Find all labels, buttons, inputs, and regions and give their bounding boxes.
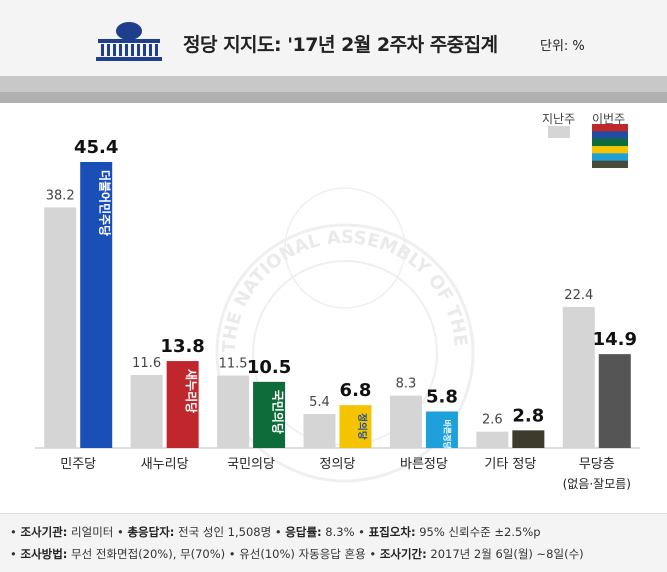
national-assembly-logo-icon <box>96 22 162 61</box>
legend-current-swatch-stripe <box>592 138 628 147</box>
value-label-previous: 11.5 <box>219 357 248 372</box>
footer-notes: • 조사기관: 리얼미터 • 총응답자: 전국 성인 1,508명 • 응답률:… <box>0 513 667 572</box>
bar-current <box>512 430 545 448</box>
footer-value: 무선 전화면접(20%), 무(70%) • 유선(10%) 자동응답 혼용 <box>67 547 366 561</box>
legend-previous-label: 지난주 <box>542 112 576 126</box>
value-label-current: 5.8 <box>426 386 458 407</box>
footer-label: 응답률: <box>285 525 322 539</box>
footer-value: 8.3% <box>321 525 355 539</box>
value-label-previous: 5.4 <box>309 395 330 410</box>
legend-current-swatch-stripe <box>592 160 628 168</box>
bar-previous <box>130 374 163 448</box>
footer-line-2: • 조사방법: 무선 전화면접(20%), 무(70%) • 유선(10%) 자… <box>10 547 584 561</box>
bar-party-logo: 바른정당 <box>443 419 453 449</box>
value-label-previous: 22.4 <box>564 288 593 303</box>
legend-current-swatch-stripe <box>592 131 628 139</box>
category-label: 바른정당 <box>400 457 448 472</box>
value-label-current: 14.9 <box>593 329 637 350</box>
footer-value: 전국 성인 1,508명 <box>174 525 272 539</box>
bar-current <box>166 361 199 448</box>
legend-current-swatch <box>592 124 628 168</box>
value-label-current: 2.8 <box>512 405 544 426</box>
footer-label: 조사방법: <box>20 547 68 561</box>
value-label-current: 6.8 <box>340 380 372 401</box>
divider-band <box>0 76 667 92</box>
category-label: 기타 정당 <box>484 457 536 472</box>
value-label-current: 10.5 <box>247 357 291 378</box>
category-sublabel: (없음·잘모름) <box>563 477 631 491</box>
value-label-previous: 38.2 <box>46 188 75 203</box>
legend-current-label: 이번주 <box>592 112 626 126</box>
footer-label: 총응답자: <box>127 525 175 539</box>
value-label-previous: 11.6 <box>132 356 161 371</box>
bar-previous <box>303 413 336 448</box>
category-label: 국민의당 <box>227 457 275 472</box>
bar-previous <box>562 306 595 448</box>
footer-value: 95% 신뢰수준 ±2.5%p <box>415 525 541 539</box>
category-label: 무당층 <box>579 457 615 472</box>
bar-current <box>253 381 286 448</box>
bar-previous <box>476 431 509 448</box>
value-label-current: 13.8 <box>160 336 204 357</box>
footer-value: 2017년 2월 6일(월) ~8일(수) <box>426 547 584 561</box>
unit-label: 단위: % <box>540 39 585 54</box>
chart-title: 정당 지지도: '17년 2월 2주차 주중집계 <box>183 34 498 56</box>
category-label: 정의당 <box>320 457 356 472</box>
category-label: 민주당 <box>60 457 96 472</box>
bar-party-logo: 더불어민주당 <box>97 170 112 236</box>
value-label-previous: 8.3 <box>396 377 417 392</box>
legend-current-swatch-stripe <box>592 124 628 132</box>
footer-label: 조사기간: <box>379 547 427 561</box>
bar-party-logo: 정의당 <box>356 413 368 440</box>
legend-previous-swatch <box>548 126 570 138</box>
bar-party-logo: 국민의당 <box>270 390 285 434</box>
bar-current <box>80 161 113 449</box>
bar-previous <box>44 207 77 448</box>
bar-chart: THE NATIONAL ASSEMBLY OF THE REPUBLIC OF… <box>0 103 640 491</box>
bar-current <box>598 354 631 448</box>
legend-current-swatch-stripe <box>592 153 628 161</box>
bar-previous <box>389 395 422 448</box>
footer-label: 표집오차: <box>368 525 416 539</box>
bar-party-logo: 새누리당 <box>184 369 199 413</box>
legend-current-swatch-stripe <box>592 146 628 154</box>
value-label-previous: 2.6 <box>482 413 503 428</box>
footer-label: 조사기관: <box>20 525 68 539</box>
value-label-current: 45.4 <box>74 137 118 158</box>
footer-line-1: • 조사기관: 리얼미터 • 총응답자: 전국 성인 1,508명 • 응답률:… <box>10 525 541 539</box>
divider-band-dark <box>0 92 667 103</box>
footer-value: 리얼미터 <box>67 525 114 539</box>
bar-current <box>339 405 372 448</box>
header-bar: 정당 지지도: '17년 2월 2주차 주중집계 단위: % <box>0 0 667 76</box>
bar-current <box>425 411 458 448</box>
bar-previous <box>217 375 250 448</box>
category-label: 새누리당 <box>141 457 189 472</box>
